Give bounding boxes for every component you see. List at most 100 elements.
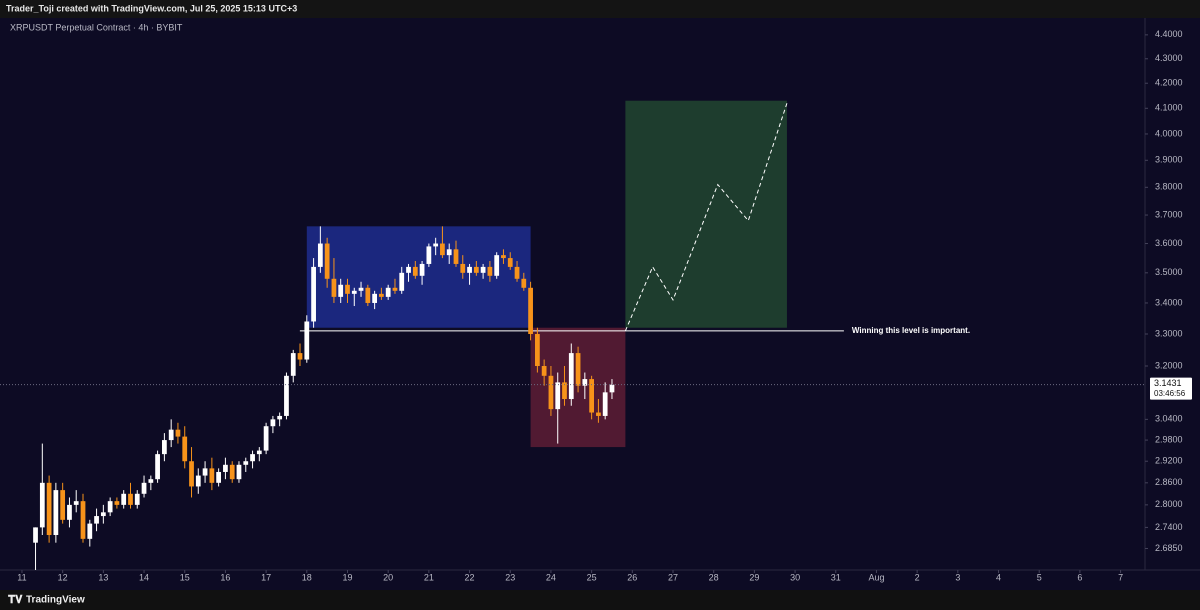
candle-body [535,334,540,367]
y-tick-label: 2.9800 [1155,434,1183,444]
x-tick-label: 22 [465,572,475,582]
candle-body [100,512,106,517]
candle-body [94,516,99,524]
header-bar [0,0,1200,18]
candle-body [473,266,479,273]
candle-body [521,278,527,288]
y-tick-label: 4.3000 [1155,53,1183,63]
x-tick-label: 11 [17,572,26,582]
y-tick-label: 3.7000 [1155,209,1183,219]
y-tick-label: 3.2000 [1155,360,1183,370]
y-tick-label: 3.0400 [1155,414,1183,424]
candle-body [195,475,201,487]
x-tick-label: 14 [139,572,149,582]
candle-body [589,379,595,413]
candle-body [433,243,439,247]
candle-body [243,461,249,465]
candle-body [480,266,486,273]
candle-body [182,436,188,462]
x-tick-label: 28 [709,572,719,582]
x-tick-label: 17 [261,572,271,582]
x-tick-label: 6 [1077,572,1082,582]
candle-body [209,468,215,483]
y-tick-label: 3.9000 [1155,155,1183,165]
x-tick-label: 20 [383,572,393,582]
y-tick-label: 3.4000 [1155,297,1183,307]
candle-body [53,490,59,536]
candle-body [73,501,79,505]
candle-body [236,464,242,480]
candle-body [582,379,588,386]
candle-body [392,287,398,291]
y-tick-label: 2.7400 [1155,522,1183,532]
candle-body [358,287,364,291]
candle-body [399,272,405,291]
projection [624,103,788,332]
y-tick-label: 2.9200 [1155,456,1183,466]
y-tick-label: 2.6850 [1155,543,1183,553]
footer-bar [0,590,1200,610]
y-tick-label: 3.5000 [1155,267,1183,277]
x-tick-label: 4 [996,572,1001,582]
x-tick-label: 19 [342,572,352,582]
candle-body [596,412,601,416]
y-tick-label: 3.3000 [1155,328,1183,338]
candle-body [311,266,316,322]
candle-body [175,429,181,437]
candle-body [487,266,493,276]
candle-body [80,501,86,539]
header: Trader_Toji created with TradingView.com… [6,3,297,13]
candle-body [440,243,445,256]
candle-body [338,284,344,297]
x-tick-label: 12 [58,572,68,582]
y-tick-label: 4.2000 [1155,78,1183,88]
candle-body [514,266,520,279]
candle-body [229,464,235,480]
y-tick-label: 4.1000 [1155,103,1183,113]
x-tick-label: 18 [302,572,312,582]
candle-body [162,440,167,455]
candle-body [128,493,133,505]
countdown: 03:46:56 [1154,389,1186,398]
price-tag-label: 3.1431 [1154,378,1182,388]
candle-body [256,450,262,455]
candle-body [419,263,425,276]
level-label: Winning this level is important. [852,326,970,335]
candle-body [609,384,615,393]
candle-body [324,243,330,279]
candle-body [168,429,174,441]
candle-body [426,246,432,264]
candle-body [494,255,500,276]
x-tick-label: 21 [424,572,434,582]
candle-body [189,461,194,487]
candle-body [460,263,466,273]
candle-body [250,454,255,462]
y-tick-label: 4.0000 [1155,128,1183,138]
candle-body [568,353,574,400]
x-tick-label: 29 [749,572,759,582]
candle-body [155,454,160,480]
candle-body [555,382,561,410]
logo: 𝐓𝐕 [8,594,23,606]
x-tick-label: 16 [220,572,230,582]
footer: TradingView [26,595,85,606]
candle-body [263,426,269,451]
x-tick-label: 13 [98,572,108,582]
candle-body [304,321,310,360]
x-tick-label: 5 [1037,572,1042,582]
candle-body [317,243,323,267]
candle-body [87,523,93,539]
candle-body [602,392,608,416]
x-tick-label: 23 [505,572,515,582]
candle-body [33,527,38,543]
candle-body [223,464,228,472]
candle-body [528,287,533,335]
candle-body [406,266,411,273]
x-tick-label: 24 [546,572,556,582]
candle-body [148,479,154,483]
candle-body [385,287,391,297]
candle-body [114,501,120,505]
